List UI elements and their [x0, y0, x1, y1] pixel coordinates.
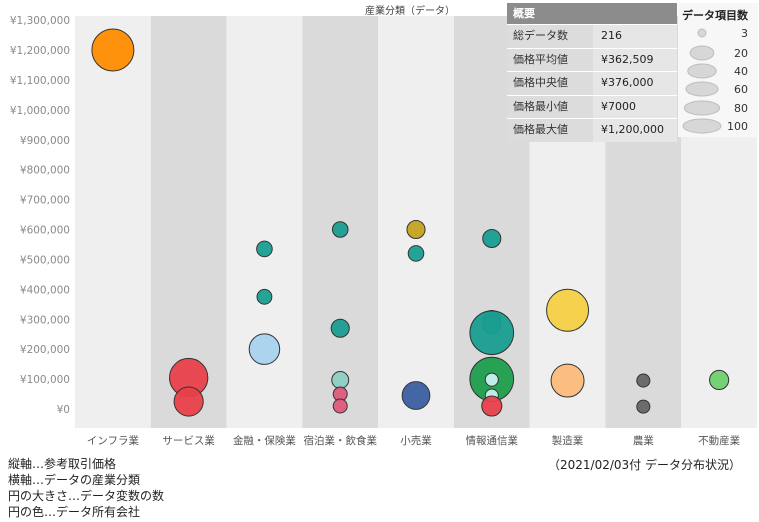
summary-label: 総データ数 [507, 25, 593, 48]
summary-table: 概要 総データ数 216 価格平均値 ¥362,509 価格中央値 ¥376,0… [507, 3, 677, 142]
category-band [75, 16, 151, 428]
data-bubble[interactable] [401, 381, 431, 410]
legend-swatches: 3 20 40 60 80 100 [682, 27, 748, 134]
summary-label: 価格中央値 [507, 72, 593, 95]
x-category-label: 情報通信業 [466, 434, 519, 447]
x-category-label: 農業 [633, 434, 654, 447]
legend-swatch [683, 100, 721, 116]
y-tick-label: ¥200,000 [20, 344, 70, 356]
legend-swatch [689, 45, 715, 61]
data-bubble[interactable] [482, 228, 502, 249]
size-legend: データ項目数 3 20 40 60 80 100 [678, 3, 758, 137]
summary-value: ¥1,200,000 [593, 119, 677, 142]
y-tick-label: ¥0 [57, 404, 70, 416]
summary-value: ¥362,509 [593, 48, 677, 71]
chart-title: 産業分類（データ） [365, 6, 455, 17]
summary-row: 価格平均値 ¥362,509 [507, 47, 677, 71]
note-y-axis: 縦軸…参考取引価格 [8, 457, 117, 471]
y-tick-label: ¥1,000,000 [10, 105, 70, 117]
y-tick-label: ¥300,000 [20, 314, 70, 326]
data-bubble[interactable] [636, 373, 651, 388]
data-bubble[interactable] [546, 288, 590, 332]
data-bubble[interactable] [331, 371, 350, 389]
y-tick-label: ¥400,000 [20, 284, 70, 296]
legend-label: 20 [734, 47, 748, 60]
legend-swatch [682, 118, 722, 134]
x-category-label: 不動産業 [698, 434, 740, 447]
legend-label: 3 [741, 27, 748, 40]
data-bubble[interactable] [248, 333, 281, 365]
summary-label: 価格最小値 [507, 95, 593, 118]
data-bubble[interactable] [256, 288, 273, 305]
note-size: 円の大きさ…データ変数の数 [8, 489, 165, 503]
data-bubble[interactable] [91, 28, 135, 72]
y-tick-label: ¥600,000 [20, 225, 70, 237]
y-tick-label: ¥700,000 [20, 195, 70, 207]
data-bubble[interactable] [407, 245, 425, 262]
bubble-chart: ¥0 ¥100,000 ¥200,000 ¥300,000 ¥400,000 ¥500,0… [10, 15, 757, 447]
summary-value: ¥376,000 [593, 72, 677, 95]
summary-header: 概要 [507, 3, 677, 24]
data-bubble[interactable] [484, 372, 499, 387]
data-bubble[interactable] [173, 386, 204, 417]
summary-row: 価格中央値 ¥376,000 [507, 71, 677, 95]
x-category-label: 小売業 [400, 434, 432, 447]
y-tick-label: ¥100,000 [20, 374, 70, 386]
summary-value: ¥7000 [593, 95, 677, 118]
x-category-label: インフラ業 [87, 434, 140, 447]
x-category-label: 宿泊業・飲食業 [303, 434, 377, 447]
note-x-axis: 横軸…データの産業分類 [8, 473, 141, 487]
x-category-label: 金融・保険業 [233, 434, 296, 447]
data-bubble[interactable] [330, 318, 350, 338]
summary-row: 価格最大値 ¥1,200,000 [507, 118, 677, 142]
legend-label: 40 [734, 65, 748, 78]
y-tick-label: ¥900,000 [20, 135, 70, 147]
footnotes: 縦軸…参考取引価格 横軸…データの産業分類 円の大きさ…データ変数の数 円の色…… [8, 456, 164, 520]
data-bubble[interactable] [709, 369, 730, 391]
legend-label: 60 [734, 83, 748, 96]
y-tick-label: ¥800,000 [20, 165, 70, 177]
legend-swatch [685, 81, 719, 97]
legend-title: データ項目数 [682, 9, 748, 22]
legend-swatch [697, 28, 707, 38]
data-bubble[interactable] [406, 219, 426, 240]
y-tick-label: ¥1,200,000 [10, 45, 70, 57]
legend-label: 100 [727, 120, 748, 133]
summary-label: 価格平均値 [507, 48, 593, 71]
category-band [226, 16, 303, 428]
summary-row: 価格最小値 ¥7000 [507, 94, 677, 118]
date-note: （2021/02/03付 データ分布状況） [548, 458, 741, 472]
data-bubble[interactable] [481, 395, 503, 417]
y-tick-label: ¥1,100,000 [10, 75, 70, 87]
data-bubble[interactable] [550, 363, 585, 398]
data-bubble[interactable] [331, 221, 349, 238]
y-tick-label: ¥1,300,000 [10, 15, 70, 27]
data-bubble[interactable] [332, 398, 348, 414]
legend-swatch [687, 63, 717, 79]
summary-label: 価格最大値 [507, 119, 593, 142]
data-bubble[interactable] [256, 240, 273, 258]
x-category-label: サービス業 [162, 434, 215, 447]
note-color: 円の色…データ所有会社 [8, 505, 141, 519]
x-category-label: 製造業 [552, 434, 584, 447]
summary-row: 総データ数 216 [507, 24, 677, 48]
summary-value: 216 [593, 25, 677, 48]
y-tick-label: ¥500,000 [20, 254, 70, 266]
data-bubble[interactable] [636, 399, 651, 414]
data-bubble[interactable] [469, 310, 515, 356]
legend-label: 80 [734, 102, 748, 115]
